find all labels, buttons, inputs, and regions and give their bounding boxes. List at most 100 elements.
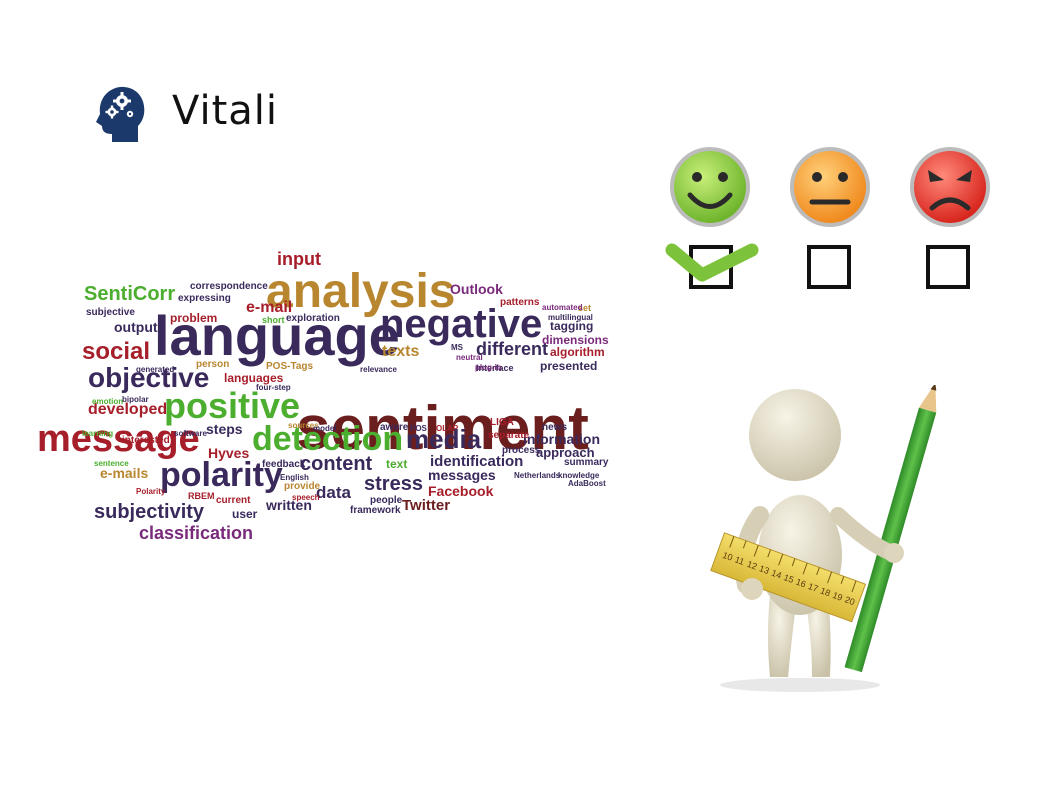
ruler-number: 18	[819, 586, 832, 599]
cloud-word: algorithm	[550, 345, 605, 359]
cloud-word: e-mails	[100, 465, 149, 481]
cloud-word: sentiment	[296, 394, 589, 463]
cloud-word: e-mail	[246, 299, 293, 316]
cloud-word: text	[386, 457, 408, 471]
head-gears-icon	[92, 84, 148, 146]
cloud-word: sentence	[94, 459, 129, 468]
angry-checkbox[interactable]	[926, 245, 970, 289]
cloud-word: knowledge	[558, 471, 600, 480]
cloud-word: separate	[488, 430, 530, 441]
cloud-word: LIGA	[490, 417, 514, 428]
cloud-word: steps	[206, 421, 243, 437]
ruler-number: 14	[770, 568, 783, 581]
checkmark-icon	[665, 243, 759, 282]
happy-face-icon[interactable]	[670, 147, 750, 227]
person-with-pencil-and-ruler-icon: 10 11 12 13 14 15 16 17 18 19 20	[700, 383, 940, 695]
cloud-word: bipolar	[122, 395, 149, 404]
cloud-word: emotion	[92, 397, 124, 406]
cloud-word: patterns	[500, 297, 540, 308]
cloud-word: written	[266, 497, 312, 513]
cloud-word: different	[476, 339, 548, 359]
cloud-word: Polarity	[136, 487, 166, 496]
cloud-word: summary	[564, 457, 609, 468]
cloud-word: data	[316, 483, 351, 502]
cloud-word: speech	[292, 493, 320, 502]
cloud-word: detection	[252, 420, 404, 458]
cloud-word: MS	[451, 343, 463, 352]
page-title: Vitali	[172, 88, 279, 134]
cloud-word: stress	[364, 473, 423, 495]
ruler-number: 15	[782, 572, 795, 585]
cloud-word: OLAP	[436, 424, 459, 433]
cloud-word: Netherlands	[514, 471, 561, 480]
cloud-word: approach	[536, 445, 595, 460]
cloud-word: Outlook	[450, 281, 503, 297]
cloud-word: subjectivity	[94, 501, 205, 523]
ruler-number: 19	[831, 590, 844, 603]
cloud-word: learning	[82, 429, 114, 438]
cloud-word: classification	[139, 523, 254, 543]
neutral-checkbox[interactable]	[807, 245, 851, 289]
cloud-word: neutral	[456, 353, 483, 362]
cloud-word: RBEM	[188, 491, 215, 501]
rating-faces	[660, 140, 1000, 300]
cloud-word: Facebook	[428, 483, 494, 499]
cloud-word: languages	[224, 371, 284, 385]
cloud-word: developed	[88, 401, 168, 418]
cloud-word: news	[542, 422, 568, 433]
ruler-number: 20	[843, 594, 856, 607]
ruler-number: 17	[807, 581, 820, 594]
ruler-number: 11	[733, 554, 745, 567]
cloud-word: relevance	[360, 365, 397, 374]
cloud-word: information	[523, 431, 600, 447]
cloud-word: process	[502, 445, 541, 456]
cloud-word: current	[216, 495, 251, 506]
cloud-word: correspondence	[190, 281, 268, 292]
cloud-word: output	[114, 319, 158, 335]
ruler-number: 12	[746, 559, 759, 572]
cloud-word: set	[578, 303, 592, 313]
cloud-word: texts	[382, 343, 420, 360]
cloud-word: sources	[288, 421, 319, 430]
cloud-word: content	[300, 453, 373, 475]
cloud-word: objective	[88, 362, 210, 393]
ruler-number: 13	[758, 563, 771, 576]
cloud-word: provide	[284, 481, 321, 492]
cloud-word: subjective	[86, 307, 135, 318]
cloud-word: language	[154, 304, 400, 367]
cloud-word: expressing	[178, 293, 231, 304]
cloud-word: input	[277, 249, 321, 269]
cloud-word: automated	[542, 303, 583, 312]
cloud-word: multilingual	[548, 313, 593, 322]
cloud-word: user	[232, 507, 258, 521]
cloud-word: four-step	[256, 383, 291, 392]
cloud-word: Twitter	[402, 497, 451, 514]
cloud-word: tagging	[550, 319, 594, 333]
ruler-number: 10	[721, 550, 734, 563]
cloud-word: media	[406, 424, 482, 454]
cloud-word: identification	[430, 453, 524, 470]
cloud-word: people	[370, 495, 403, 506]
cloud-word: polarity	[160, 456, 283, 494]
cloud-word: problem	[170, 311, 218, 325]
cloud-word: software	[174, 429, 207, 438]
angry-face-icon[interactable]	[910, 147, 990, 227]
cloud-word: short	[262, 315, 285, 325]
cloud-word: positive	[164, 385, 301, 426]
cloud-word: person	[196, 359, 230, 370]
cloud-word: message	[37, 418, 200, 460]
cloud-word: plug-in	[475, 363, 502, 372]
cloud-word: feedback	[262, 459, 306, 470]
cloud-word: English	[280, 473, 309, 482]
cloud-word: social	[82, 338, 151, 365]
cloud-word: interested	[122, 435, 170, 446]
cloud-word: SentiCorr	[84, 283, 176, 305]
neutral-face-icon[interactable]	[790, 147, 870, 227]
cloud-word: AdaBoost	[568, 479, 606, 488]
cloud-word: Hyves	[208, 445, 250, 461]
cloud-word: framework	[350, 505, 401, 516]
cloud-word: POS	[410, 424, 427, 433]
cloud-word: model	[313, 424, 337, 433]
cloud-word: exploration	[286, 313, 340, 324]
